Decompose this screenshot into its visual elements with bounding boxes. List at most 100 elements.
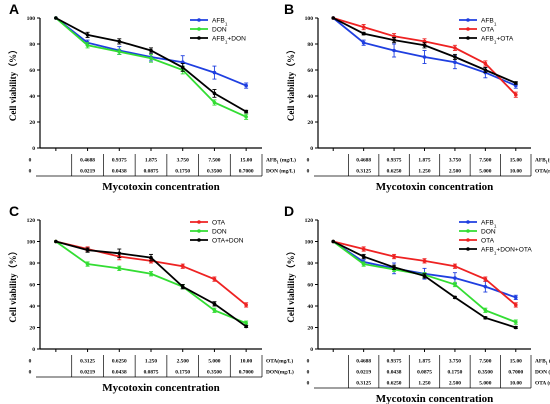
y-tick-label: 80 [307, 42, 313, 48]
data-point [149, 271, 153, 276]
data-point [483, 308, 488, 313]
chart-panel-C: C 0 20 40 60 80 100 120 Cell viability（%） OTA DON O… [8, 203, 294, 394]
data-point [244, 324, 248, 329]
data-point [212, 91, 217, 96]
text-run: AFB [535, 359, 546, 365]
data-point [392, 48, 396, 53]
subscript: 1 [277, 161, 279, 165]
text-run: +DON+OTA [496, 246, 532, 253]
y-tick-label: 100 [27, 16, 36, 22]
legend-marker [466, 238, 470, 242]
table-row-label: DON(mg/L) [266, 369, 294, 376]
data-point [180, 264, 185, 269]
table-cell: 0.1750 [448, 370, 463, 376]
data-point [453, 276, 457, 280]
table-cell: 0 [29, 169, 32, 175]
table-cell: 1.250 [418, 169, 430, 175]
series-line [332, 240, 517, 329]
data-point [149, 56, 153, 61]
y-tick-label: 20 [307, 120, 313, 126]
y-tick-label: 20 [29, 326, 35, 332]
y-tick-label: 100 [305, 240, 314, 246]
data-point [244, 109, 248, 114]
data-point [361, 262, 366, 266]
data-point [149, 255, 153, 260]
table-row-label: OTA(mg/L) [266, 358, 293, 365]
legend-marker [197, 36, 201, 40]
y-tick-label: 120 [27, 218, 36, 224]
legend-marker [197, 220, 201, 224]
legend-label: OTA [481, 26, 495, 33]
series-afb1-don [54, 16, 249, 114]
x-axis-title: Mycotoxin concentration [376, 181, 494, 193]
series-afb1-don-ota [331, 239, 518, 330]
data-point [453, 46, 457, 50]
data-point [513, 303, 518, 307]
table-cell: 1.875 [418, 158, 430, 164]
table-cell: 5.000 [479, 381, 491, 387]
table-row-label: AFB1 (mg/L) [266, 157, 296, 165]
y-tick-label: 20 [307, 326, 313, 332]
table-row-label: DON (mg/L) [266, 168, 295, 175]
data-point [422, 55, 427, 59]
subscript: 1 [494, 21, 497, 26]
y-tick-label: 80 [29, 42, 35, 48]
table-cell: 2.500 [177, 359, 189, 365]
table-cell: 0 [307, 169, 310, 175]
data-point [361, 31, 366, 36]
legend-label: AFB1 [481, 17, 497, 26]
table-cell: 0.0219 [80, 370, 95, 376]
data-point [513, 320, 518, 324]
data-point [361, 254, 366, 259]
text-run: AFB [266, 158, 277, 164]
data-point [453, 282, 457, 287]
table-cell: 0.6250 [387, 381, 402, 387]
table-cell: 10.00 [240, 359, 252, 365]
data-point [212, 302, 217, 306]
table-cell: 0.3125 [80, 359, 95, 365]
legend-marker [197, 27, 201, 31]
data-point [331, 16, 336, 20]
table-cell: 0.0438 [387, 370, 402, 376]
text-run: AFB [481, 219, 494, 226]
table-cell: 0.0438 [112, 169, 127, 175]
data-point [392, 38, 396, 42]
data-point [513, 81, 518, 85]
legend-label: AFB1+OTA [481, 35, 514, 44]
table-cell: 15.00 [240, 158, 252, 164]
table-cell: 1.250 [418, 381, 430, 387]
data-point [212, 277, 217, 281]
table-cell: 10.00 [510, 169, 522, 175]
legend-marker [466, 36, 470, 40]
y-tick-label: 0 [32, 146, 35, 152]
table-cell: 0.7000 [239, 370, 254, 376]
y-tick-label: 40 [307, 304, 313, 310]
table-cell: 15.00 [510, 359, 522, 365]
data-point [331, 239, 336, 244]
data-point [513, 325, 518, 330]
table-cell: 0.3500 [207, 169, 222, 175]
y-axis-label: Cell viability（%） [286, 246, 296, 322]
data-point [54, 239, 58, 244]
table-cell: 0 [307, 370, 310, 376]
table-cell: 0.3125 [356, 381, 371, 387]
table-row-label: DON (mg/L) [535, 369, 550, 376]
table-cell: 0.0875 [417, 370, 432, 376]
text-run: AFB [481, 35, 494, 42]
y-tick-label: 60 [307, 283, 313, 289]
y-tick-label: 120 [305, 218, 314, 224]
table-cell: 7.500 [479, 158, 491, 164]
text-run: (mg/L) [279, 157, 296, 164]
table-cell: 0.9375 [387, 158, 402, 164]
y-tick-label: 40 [29, 304, 35, 310]
subscript: 1 [494, 39, 497, 44]
data-point [212, 308, 217, 313]
data-point [244, 115, 248, 119]
series-ota [331, 239, 518, 308]
y-tick-label: 20 [29, 120, 35, 126]
data-point [453, 60, 457, 64]
legend-marker [466, 27, 470, 31]
data-point [361, 40, 366, 45]
subscript: 1 [225, 39, 228, 44]
